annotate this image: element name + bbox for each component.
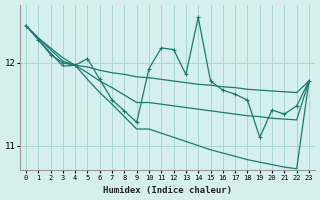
X-axis label: Humidex (Indice chaleur): Humidex (Indice chaleur) xyxy=(103,186,232,195)
